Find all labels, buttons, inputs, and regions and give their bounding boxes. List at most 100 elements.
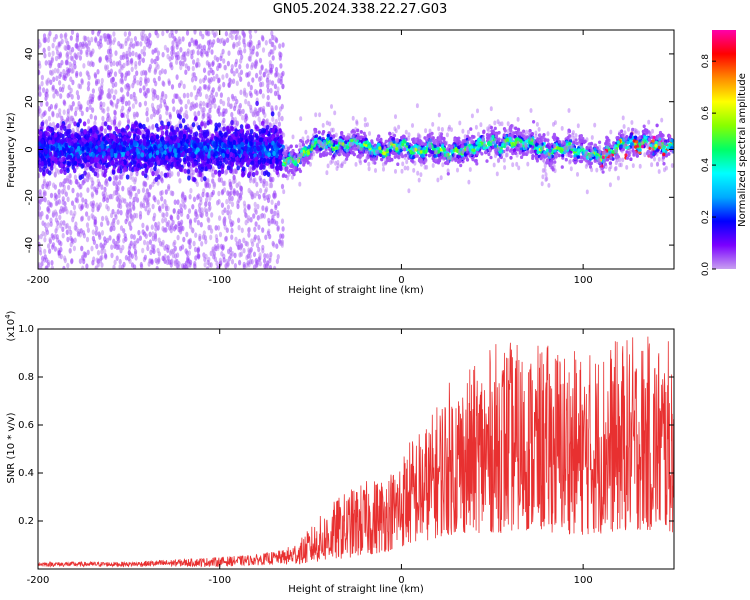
- heatmap-cell: [77, 83, 81, 89]
- heatmap-cell: [68, 61, 72, 68]
- heatmap-cell: [69, 76, 73, 82]
- heatmap-cell: [63, 45, 67, 51]
- heatmap-cell: [222, 137, 227, 143]
- heatmap-cell: [42, 133, 46, 139]
- heatmap-cell: [273, 83, 277, 90]
- heatmap-cell: [247, 100, 251, 107]
- heatmap-cell: [185, 231, 189, 238]
- heatmap-cell: [239, 58, 243, 64]
- heatmap-cell: [167, 220, 171, 226]
- heatmap-cell: [163, 144, 168, 150]
- heatmap-cell: [189, 102, 193, 108]
- heatmap-cell: [94, 80, 99, 87]
- heatmap-cell: [271, 214, 275, 221]
- heatmap-cell: [273, 265, 277, 269]
- heatmap-cell: [142, 45, 147, 52]
- heatmap-cell: [133, 74, 137, 81]
- heatmap-cell: [86, 85, 90, 92]
- heatmap-cell: [65, 129, 69, 135]
- heatmap-cell: [137, 229, 141, 236]
- heatmap-cell: [106, 106, 110, 112]
- heatmap-cell: [101, 215, 105, 222]
- heatmap-cell: [91, 200, 95, 206]
- heatmap-cell: [176, 54, 180, 61]
- heatmap-cell: [174, 30, 178, 34]
- heatmap-cell: [61, 196, 65, 202]
- heatmap-cell: [70, 30, 75, 35]
- heatmap-cell: [169, 131, 173, 137]
- heatmap-cell: [156, 126, 160, 132]
- heatmap-cell: [157, 258, 161, 264]
- heatmap-cell: [124, 100, 128, 107]
- heatmap-cell: [188, 41, 192, 47]
- heatmap-cell: [83, 128, 87, 135]
- heatmap-cell: [224, 236, 228, 242]
- heatmap-cell: [138, 122, 142, 129]
- heatmap-cell: [275, 131, 280, 137]
- heatmap-cell: [107, 72, 111, 78]
- heatmap-cell: [122, 140, 127, 146]
- heatmap-cell: [155, 134, 160, 140]
- heatmap-cell: [276, 210, 280, 216]
- heatmap-cell: [207, 61, 211, 68]
- heatmap-cell: [280, 218, 285, 224]
- heatmap-cell: [43, 159, 48, 166]
- heatmap-cell: [121, 244, 125, 251]
- heatmap-cell: [252, 178, 256, 184]
- heatmap-cell: [256, 110, 260, 117]
- heatmap-cell: [122, 62, 126, 69]
- heatmap-cell: [234, 131, 238, 137]
- heatmap-cell: [151, 95, 155, 101]
- heatmap-cell: [85, 135, 89, 141]
- heatmap-cell: [159, 103, 163, 109]
- heatmap-cell: [145, 129, 150, 135]
- heatmap-cell: [247, 226, 251, 233]
- heatmap-cell: [218, 231, 223, 238]
- heatmap-cell: [215, 131, 219, 137]
- heatmap-cell: [65, 59, 69, 65]
- heatmap-cell: [277, 138, 282, 144]
- heatmap-cell: [74, 106, 78, 113]
- heatmap-cell: [59, 168, 64, 174]
- heatmap-cell: [187, 258, 191, 264]
- heatmap-cell: [136, 238, 140, 244]
- heatmap-cell: [194, 255, 198, 261]
- heatmap-cell: [93, 219, 97, 225]
- heatmap-cell: [66, 111, 70, 118]
- heatmap-cell: [128, 252, 133, 258]
- heatmap-cell: [61, 232, 65, 239]
- heatmap-cell: [139, 201, 143, 207]
- heatmap-cell: [71, 216, 75, 223]
- heatmap-cell: [134, 51, 138, 58]
- heatmap-cell: [119, 203, 123, 210]
- heatmap-cell: [217, 77, 221, 83]
- heatmap-cell: [123, 232, 127, 239]
- heatmap-cell: [145, 87, 149, 94]
- heatmap-cell: [51, 121, 56, 128]
- heatmap-cell: [270, 199, 274, 205]
- heatmap-cell: [103, 121, 108, 127]
- heatmap-cell: [112, 238, 116, 245]
- heatmap-cell: [160, 171, 164, 177]
- heatmap-cell: [119, 43, 123, 49]
- heatmap-cell: [156, 199, 160, 205]
- heatmap-cell: [139, 41, 143, 47]
- heatmap-cell: [215, 237, 219, 244]
- heatmap-cell: [143, 100, 148, 107]
- heatmap-cell: [110, 212, 114, 219]
- heatmap-cell: [207, 153, 211, 159]
- heatmap-cell: [78, 175, 83, 181]
- heatmap-cell: [160, 68, 164, 74]
- heatmap-cell: [148, 184, 152, 190]
- heatmap-cell: [170, 84, 175, 90]
- heatmap-cell: [211, 166, 215, 172]
- heatmap-cell: [255, 51, 259, 57]
- heatmap-cell: [100, 184, 104, 190]
- heatmap-cell: [56, 49, 60, 56]
- heatmap-cell: [111, 169, 116, 175]
- heatmap-cell: [175, 263, 179, 269]
- heatmap-cell: [47, 45, 51, 52]
- heatmap-cell: [263, 257, 267, 264]
- heatmap-cell: [134, 64, 138, 70]
- heatmap-cell: [280, 183, 285, 190]
